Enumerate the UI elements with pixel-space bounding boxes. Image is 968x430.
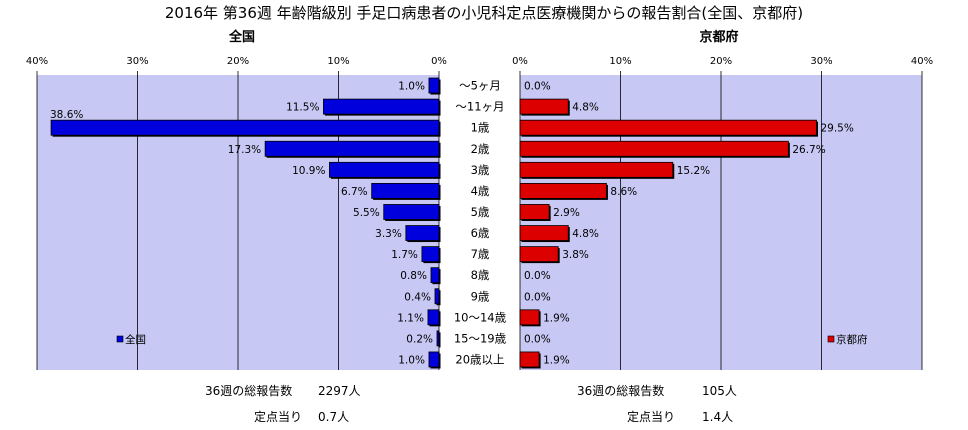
category-label: ～11ヶ月: [455, 100, 504, 114]
legend-swatch: [827, 335, 835, 343]
left-per-value: 0.7人: [318, 410, 350, 424]
category-label: 9歳: [471, 289, 490, 303]
bar: [427, 309, 440, 326]
data-label: 0.4%: [404, 291, 431, 303]
tick-label: 0%: [431, 56, 447, 67]
bar: [421, 246, 440, 263]
legend-label: 京都府: [836, 333, 868, 346]
data-label: 26.7%: [792, 144, 825, 156]
data-label: 15.2%: [677, 165, 710, 177]
bar: [371, 182, 440, 199]
data-label: 10.9%: [292, 165, 325, 177]
data-label: 5.5%: [353, 207, 380, 219]
bar: [428, 351, 440, 368]
data-label: 0.0%: [524, 333, 551, 345]
data-label: 6.7%: [341, 186, 368, 198]
data-label: 11.5%: [286, 102, 319, 114]
bar: [264, 140, 440, 157]
data-label: 4.8%: [572, 102, 599, 114]
category-label: 20歳以上: [455, 352, 504, 366]
data-label: 0.2%: [406, 333, 433, 345]
left-total-value: 2297人: [318, 384, 361, 398]
tick-label: 40%: [911, 56, 933, 67]
data-label: 0.0%: [524, 270, 551, 282]
data-label: 3.8%: [562, 249, 589, 261]
category-label: 8歳: [471, 268, 490, 282]
bar-shadow: [438, 332, 441, 348]
data-label: 4.8%: [572, 228, 599, 240]
tick-label: 20%: [710, 56, 732, 67]
data-label: 0.0%: [524, 81, 551, 93]
bar: [434, 288, 440, 305]
panel-title: 京都府: [699, 29, 738, 45]
tick-label: 20%: [227, 56, 249, 67]
tick-label: 0%: [512, 56, 528, 67]
bar: [519, 309, 540, 326]
bar: [430, 267, 440, 284]
legend-swatch: [116, 335, 124, 343]
right-total-label: 36週の総報告数: [577, 384, 665, 398]
bar: [519, 119, 817, 136]
right-per-label: 定点当り: [627, 410, 676, 424]
category-label: 6歳: [471, 226, 490, 240]
category-label: 15～19歳: [454, 331, 507, 345]
bar: [519, 351, 540, 368]
bar: [519, 98, 569, 115]
data-label: 1.0%: [398, 81, 425, 93]
bar: [405, 225, 440, 241]
bar: [323, 98, 440, 115]
data-label: 2.9%: [553, 207, 580, 219]
data-label: 1.9%: [543, 312, 570, 324]
tick-label: 30%: [810, 56, 832, 67]
bar: [329, 161, 440, 178]
bar: [519, 182, 607, 199]
category-label: 3歳: [471, 163, 490, 177]
bar: [519, 161, 674, 178]
data-label: 38.6%: [50, 109, 83, 121]
category-label: 1歳: [471, 121, 490, 135]
data-label: 1.7%: [391, 249, 418, 261]
data-label: 0.0%: [524, 291, 551, 303]
legend-label: 全国: [125, 333, 146, 346]
data-label: 1.0%: [398, 354, 425, 366]
category-label: 4歳: [471, 184, 490, 198]
category-label: ～5ヶ月: [459, 79, 501, 93]
data-label: 8.6%: [610, 186, 637, 198]
right-total-value: 105人: [702, 384, 737, 398]
bar: [519, 140, 789, 157]
tick-label: 40%: [26, 56, 48, 67]
category-label: 10～14歳: [454, 310, 507, 324]
bar: [519, 204, 550, 220]
category-label: 2歳: [471, 142, 490, 156]
bar: [436, 330, 440, 347]
data-label: 3.3%: [375, 228, 402, 240]
tick-label: 30%: [126, 56, 148, 67]
category-label: 5歳: [471, 205, 490, 219]
tick-label: 10%: [327, 56, 349, 67]
left-total-label: 36週の総報告数: [205, 384, 293, 398]
data-label: 1.9%: [543, 354, 570, 366]
bar: [50, 119, 440, 136]
chart-title: 2016年 第36週 年齢階級別 手足口病患者の小児科定点医療機関からの報告割合…: [164, 4, 804, 22]
data-label: 17.3%: [228, 144, 261, 156]
panel-title: 全国: [228, 29, 255, 45]
bar: [519, 225, 569, 241]
data-label: 29.5%: [820, 123, 853, 135]
bar: [383, 204, 440, 220]
bar: [428, 77, 440, 94]
data-label: 1.1%: [397, 312, 424, 324]
right-per-value: 1.4人: [702, 410, 734, 424]
left-per-label: 定点当り: [254, 410, 303, 424]
category-label: 7歳: [471, 247, 490, 261]
bar: [519, 246, 559, 263]
data-label: 0.8%: [400, 270, 427, 282]
tick-label: 10%: [609, 56, 631, 67]
